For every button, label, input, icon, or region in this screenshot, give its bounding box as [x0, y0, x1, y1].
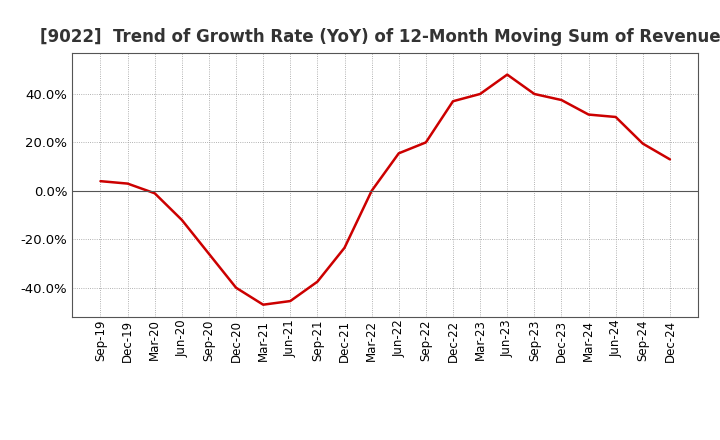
- Title: [9022]  Trend of Growth Rate (YoY) of 12-Month Moving Sum of Revenues: [9022] Trend of Growth Rate (YoY) of 12-…: [40, 28, 720, 46]
